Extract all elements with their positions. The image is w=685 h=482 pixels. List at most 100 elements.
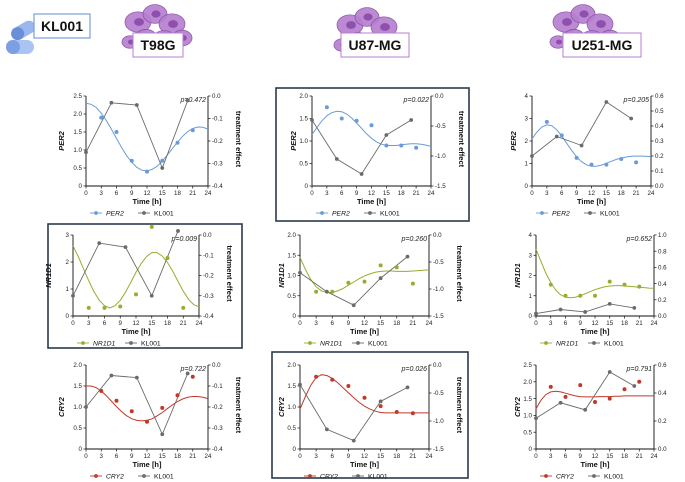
x-tick-label: 12 (144, 453, 151, 460)
legend-label: PER2 (552, 210, 570, 217)
fit-curve (531, 124, 652, 167)
kl001-effect-point (554, 134, 559, 139)
y-tick-label: 1.5 (287, 252, 296, 259)
chart-u251-per2: 0 3 6 9 12 15 18 21 24012340.00.10.20.30.40.50.6… (509, 93, 664, 217)
y-tick-label: 1.0 (523, 413, 532, 420)
kl001-effect-point (632, 384, 637, 388)
y2-tick-label: -1.0 (435, 153, 446, 160)
y2-tick-label: -0.1 (212, 383, 223, 390)
x-tick-label: 12 (592, 320, 599, 327)
data-point (346, 384, 351, 388)
data-point (559, 133, 564, 138)
y-axis-label: NR1D1 (513, 263, 522, 288)
data-point (637, 284, 642, 289)
x-tick-label: 24 (426, 320, 433, 327)
fit-curve (86, 385, 209, 422)
data-point (339, 116, 344, 121)
x-tick-label: 12 (361, 320, 368, 327)
legend-label: CRY2 (320, 473, 338, 480)
y-tick-label: 0 (529, 446, 533, 453)
x-tick-label: 18 (621, 320, 628, 327)
kl001-effect-point (359, 172, 364, 176)
y2-tick-label: 0.4 (655, 123, 664, 130)
fit-curve (299, 257, 430, 293)
kl001-effect-point (409, 118, 414, 122)
data-point (619, 157, 624, 161)
fit-curve (535, 390, 654, 409)
x-tick-label: 3 (545, 190, 549, 197)
axis-lines (311, 96, 432, 187)
data-point (607, 279, 612, 284)
axis-lines (299, 365, 430, 450)
data-point (399, 143, 404, 148)
x-tick-label: 9 (347, 320, 351, 327)
legend-marker (592, 341, 596, 345)
kl001-effect-point (134, 103, 139, 107)
kl001-effect-point (607, 301, 612, 306)
x-tick-label: 9 (579, 453, 583, 460)
y2-tick-label: 0.6 (658, 265, 667, 272)
y-tick-label: 1.5 (73, 129, 82, 136)
x-tick-label: 3 (100, 190, 104, 197)
legend-marker (592, 474, 596, 478)
x-axis-label: Time [h] (121, 327, 151, 336)
y2-tick-label: -0.2 (203, 273, 214, 280)
y-tick-label: 0.5 (73, 425, 82, 432)
y-tick-label: 0 (529, 313, 533, 320)
kl001-effect-point (149, 293, 154, 298)
x-axis-label: Time [h] (132, 460, 162, 469)
p-value-label: p=0.009 (171, 236, 198, 243)
data-point (99, 389, 104, 394)
data-point (330, 289, 335, 294)
y2-tick-label: -0.2 (212, 138, 223, 145)
axis-lines (535, 235, 655, 317)
y2-tick-label: 0.8 (658, 248, 667, 255)
x-tick-label: 12 (361, 453, 368, 460)
y-tick-label: 1.5 (73, 383, 82, 390)
legend-label: KL001 (141, 340, 161, 347)
cell-nucleus (596, 20, 606, 28)
legend-label: PER2 (332, 210, 350, 217)
y-tick-label: 2.0 (73, 362, 82, 369)
data-point (129, 409, 134, 414)
y2-tick-label: 0.4 (658, 281, 667, 288)
x-tick-label: 6 (564, 453, 568, 460)
chart-u87-per2: 0 3 6 9 12 15 18 21 24 0 0.5 1.0 1.5 2.0 -1.5 -1.0 -0.5 0… (289, 93, 466, 217)
kl001-effect-point (310, 118, 314, 122)
kl001-effect-line (531, 101, 632, 157)
x-tick-label: 15 (606, 320, 613, 327)
y-axis-label: CRY2 (513, 396, 522, 417)
x-tick-label: 15 (377, 453, 384, 460)
fit-curve (535, 249, 655, 299)
panels: 0 3 6 9 12 15 18 21 2400.51.01.52.02.5-0.4-0.3-0… (44, 93, 667, 480)
x-tick-label: 6 (331, 453, 335, 460)
y2-tick-label: -1.5 (433, 446, 444, 453)
data-point (378, 404, 383, 409)
x-tick-label: 9 (579, 320, 583, 327)
y-tick-label: 0 (66, 313, 70, 320)
kl001-effect-point (583, 407, 588, 412)
y2-tick-label: 0.2 (655, 153, 664, 160)
kl001-effect-point (384, 133, 389, 137)
y-tick-label: 0.5 (287, 425, 296, 432)
data-point (145, 169, 149, 174)
x-tick-label: 15 (159, 453, 166, 460)
y-tick-label: 2.0 (287, 232, 296, 239)
legend-marker (356, 474, 360, 478)
kl001-effect-point (583, 310, 588, 314)
x-tick-label: 9 (130, 453, 134, 460)
data-point (354, 118, 359, 123)
y-axis-label: PER2 (57, 130, 66, 150)
y-tick-label: 0.5 (299, 161, 308, 168)
x-tick-label: 6 (564, 320, 568, 327)
x-tick-label: 21 (633, 190, 640, 197)
y-tick-label: 3 (66, 232, 70, 239)
y2-tick-label: -1.0 (433, 286, 444, 293)
y2-tick-label: 0.0 (433, 232, 442, 239)
x-tick-label: 0 (310, 190, 314, 197)
data-point (548, 282, 553, 287)
x-tick-label: 18 (164, 320, 171, 327)
y2-tick-label: 0.2 (658, 297, 667, 304)
kl001-effect-line (299, 256, 408, 306)
data-point (622, 387, 627, 392)
